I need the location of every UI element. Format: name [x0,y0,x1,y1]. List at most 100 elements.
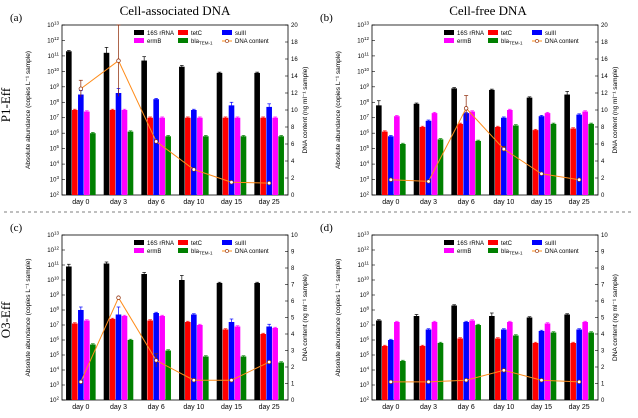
bar-bla-tem-1 [513,335,519,400]
bar-16s-rrna [216,72,223,195]
x-tick-label: day 15 [531,404,552,411]
y2-tick-label: 5 [291,316,295,322]
y-axis-title: Absolute abundance (copies L⁻¹ sample) [335,51,342,169]
bar-ermb [197,117,203,195]
bar-tetc [147,117,153,195]
legend-swatch [134,38,144,43]
bar-16s-rrna [564,94,570,195]
bar-ermb [272,117,278,195]
dna-content-point [116,295,121,300]
bar-bla-tem-1 [437,139,444,195]
x-tick-label: day 0 [72,404,89,411]
y-tick-label: 105 [50,351,60,360]
legend-swatch [134,30,144,35]
x-tick-label: day 10 [183,199,204,206]
bar-ermb [84,111,90,195]
dna-content-point [267,359,272,365]
bar-16s-rrna [179,66,185,196]
legend-label: tetC [191,31,203,37]
y-tick-label: 1012 [47,36,59,45]
y2-tick-label: 18 [601,40,608,46]
legend-label: 16S rRNA [147,31,174,37]
bar-ermb [469,111,475,195]
y-tick-label: 107 [360,113,370,122]
dna-content-point [191,167,196,172]
y-tick-label: 109 [360,82,370,91]
bar-tetc [570,128,576,195]
bar-bla-tem-1 [278,362,284,400]
column-title-cell-free: Cell-free DNA [449,3,527,18]
legend-label: DNA content [545,39,579,45]
y2-tick-label: 6 [601,142,605,148]
bar-bla-tem-1 [203,136,209,195]
dna-content-point [388,379,393,385]
y-axis-title: Absolute abundance (copies L⁻¹ sample) [25,51,32,169]
column-title-cell-associated: Cell-associated DNA [120,3,231,18]
y-tick-label: 1012 [47,246,59,255]
bar-sulii [501,329,507,400]
bar-bla-tem-1 [127,340,134,400]
dna-content-point [191,378,196,383]
bar-sulii [576,329,582,400]
legend: 16S rRNA tetC sulII ermB blaTEM-1 DNA content [134,30,269,46]
panel-d: (d)1021031041051061071081091010101110121… [320,222,619,411]
y-tick-label: 103 [50,175,60,184]
row-label-o3-eff: O3-Eff [0,301,13,338]
y2-tick-label: 8 [601,266,605,272]
y2-tick-label: 10 [601,233,608,239]
y-tick-label: 103 [360,381,370,390]
legend-swatch [134,240,144,245]
y-tick-label: 109 [360,291,370,300]
plot-frame [371,24,599,196]
y-tick-label: 109 [50,291,60,300]
y-tick-label: 1013 [47,231,59,240]
y2-tick-label: 6 [291,142,295,148]
bar-bla-tem-1 [437,343,444,400]
y-axis-title: Absolute abundance (copies L⁻¹ sample) [335,259,342,377]
y-tick-label: 108 [50,306,60,315]
legend-label: DNA content [235,39,269,45]
y2-tick-label: 16 [601,57,608,63]
bar-ermb [469,320,475,400]
dna-content-point [229,378,234,383]
dna-content-point [78,86,83,91]
x-tick-label: day 0 [382,404,399,411]
y2-tick-label: 9 [601,250,605,256]
bar-sulii [576,114,582,195]
bar-ermb [234,117,241,195]
y2-tick-label: 6 [291,299,295,305]
bar-16s-rrna [141,60,147,195]
bar-sulii [191,314,197,400]
y-tick-label: 108 [360,306,370,315]
bar-ermb [394,322,400,400]
legend-label: DNA content [545,249,579,255]
y-tick-label: 1010 [357,276,369,285]
legend-label: tetC [191,241,203,247]
legend-label: ermB [147,249,161,255]
x-tick-label: day 15 [221,404,242,411]
legend-label: blaTEM-1 [191,39,213,46]
bar-tetc [532,130,539,195]
dna-content-point [539,171,544,176]
dna-content-point [539,378,544,383]
legend-swatch [178,38,188,43]
panel-b: (b)1021031041051061071081091010101110121… [320,12,619,206]
bar-16s-rrna [66,51,72,195]
bar-tetc [185,117,191,195]
y-tick-label: 1011 [48,51,60,60]
y2-tick-label: 4 [601,159,605,165]
dna-content-point [229,180,234,185]
y2-axis-title: DNA content (ng ml⁻¹ sample) [612,274,619,361]
y-tick-label: 1013 [47,21,59,30]
y2-tick-label: 4 [291,332,295,338]
bar-sulii [463,322,469,400]
bar-sulii [388,136,394,195]
bar-ermb [84,320,90,400]
bar-bla-tem-1 [203,356,209,400]
legend-swatch [444,240,454,245]
x-tick-label: day 6 [148,199,165,206]
bar-ermb [431,113,438,195]
bar-bla-tem-1 [240,356,247,400]
bar-16s-rrna [66,266,72,400]
